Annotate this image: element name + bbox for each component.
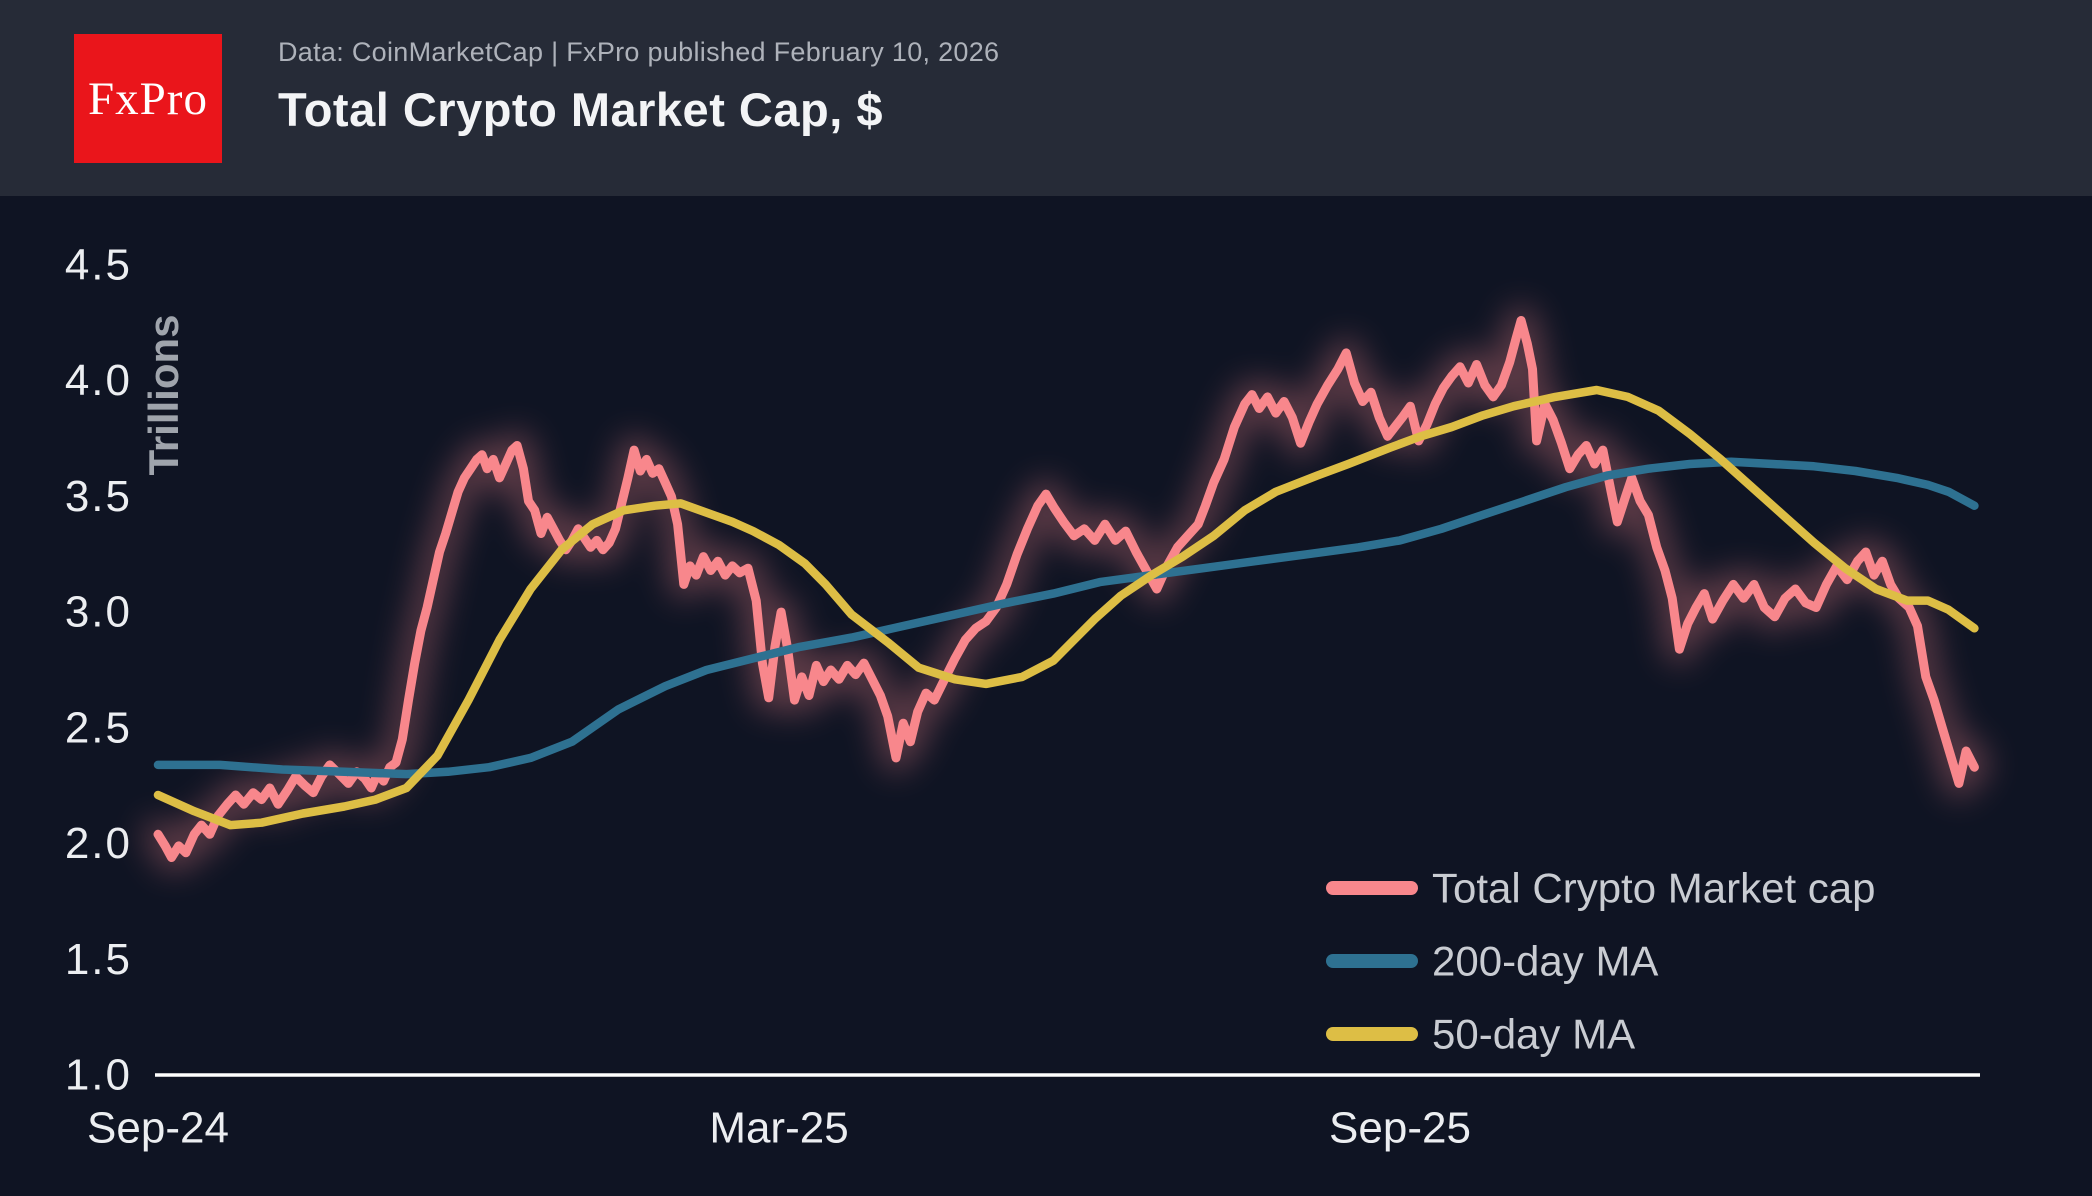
y-tick-label: 4.5 <box>65 240 132 289</box>
x-tick-label: Sep-24 <box>87 1104 229 1153</box>
legend-label: 50-day MA <box>1432 1011 1635 1058</box>
50-day-ma-line <box>153 385 1979 830</box>
chart-series <box>143 305 1990 873</box>
fxpro-logo-text: FxPro <box>88 72 208 125</box>
fxpro-logo: FxPro <box>74 34 222 163</box>
total-crypto-market-cap-line <box>153 316 1979 862</box>
page-title: Total Crypto Market Cap, $ <box>278 82 883 136</box>
legend-swatch <box>1326 1027 1418 1041</box>
y-tick-label: 4.0 <box>65 356 132 405</box>
y-tick-label: 1.0 <box>65 1051 132 1100</box>
y-tick-label: 3.0 <box>65 588 132 637</box>
y-tick-label: 2.5 <box>65 703 132 752</box>
y-tick-label: 1.5 <box>65 935 132 984</box>
legend-swatch <box>1326 954 1418 968</box>
legend-label: Total Crypto Market cap <box>1432 865 1876 912</box>
legend-swatch <box>1326 881 1418 895</box>
header-bar: FxPro Data: CoinMarketCap | FxPro publis… <box>0 0 2092 196</box>
x-tick-label: Sep-25 <box>1329 1104 1471 1153</box>
chart-source-subtitle: Data: CoinMarketCap | FxPro published Fe… <box>278 37 1000 67</box>
header-text-block: Data: CoinMarketCap | FxPro published Fe… <box>278 37 1000 137</box>
x-tick-label: Mar-25 <box>709 1104 848 1153</box>
chart-legend: Total Crypto Market cap 200-day MA 50-day … <box>1326 865 1876 1058</box>
legend-label: 200-day MA <box>1432 938 1658 985</box>
y-tick-label: 3.5 <box>65 472 132 521</box>
y-axis-title: Trillions <box>140 314 187 475</box>
y-tick-label: 2.0 <box>65 819 132 868</box>
